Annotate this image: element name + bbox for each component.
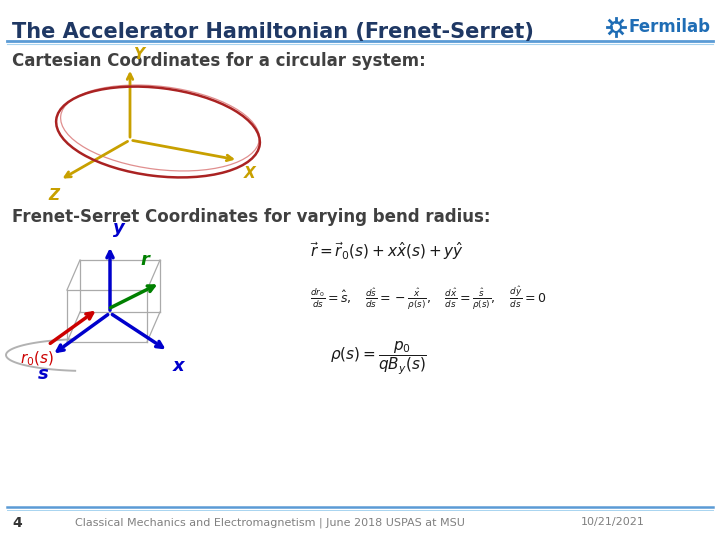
- Text: y: y: [113, 219, 125, 237]
- Text: X: X: [244, 166, 256, 181]
- Text: Y: Y: [133, 47, 144, 62]
- Text: The Accelerator Hamiltonian (Frenet-Serret): The Accelerator Hamiltonian (Frenet-Serr…: [12, 22, 534, 42]
- Text: $\frac{dr_0}{ds} = \hat{s},\quad \frac{d\hat{s}}{ds} = -\frac{\hat{x}}{\rho(s)},: $\frac{dr_0}{ds} = \hat{s},\quad \frac{d…: [310, 285, 546, 313]
- Text: s: s: [38, 365, 49, 383]
- Text: x: x: [173, 357, 184, 375]
- Text: Fermilab: Fermilab: [628, 18, 710, 36]
- Text: $\vec{r} = \vec{r}_0(s) + x\hat{x}(s) + y\hat{y}$: $\vec{r} = \vec{r}_0(s) + x\hat{x}(s) + …: [310, 240, 464, 262]
- Text: Frenet-Serret Coordinates for varying bend radius:: Frenet-Serret Coordinates for varying be…: [12, 208, 490, 226]
- Text: 10/21/2021: 10/21/2021: [581, 517, 645, 527]
- Text: 4: 4: [12, 516, 22, 530]
- Text: Z: Z: [48, 188, 59, 203]
- Text: Classical Mechanics and Electromagnetism | June 2018 USPAS at MSU: Classical Mechanics and Electromagnetism…: [75, 517, 465, 528]
- Text: $r_0(s)$: $r_0(s)$: [20, 350, 54, 368]
- Text: r: r: [140, 251, 149, 269]
- Text: Cartesian Coordinates for a circular system:: Cartesian Coordinates for a circular sys…: [12, 52, 426, 70]
- Text: $\rho(s) = \dfrac{p_0}{qB_y(s)}$: $\rho(s) = \dfrac{p_0}{qB_y(s)}$: [330, 340, 427, 377]
